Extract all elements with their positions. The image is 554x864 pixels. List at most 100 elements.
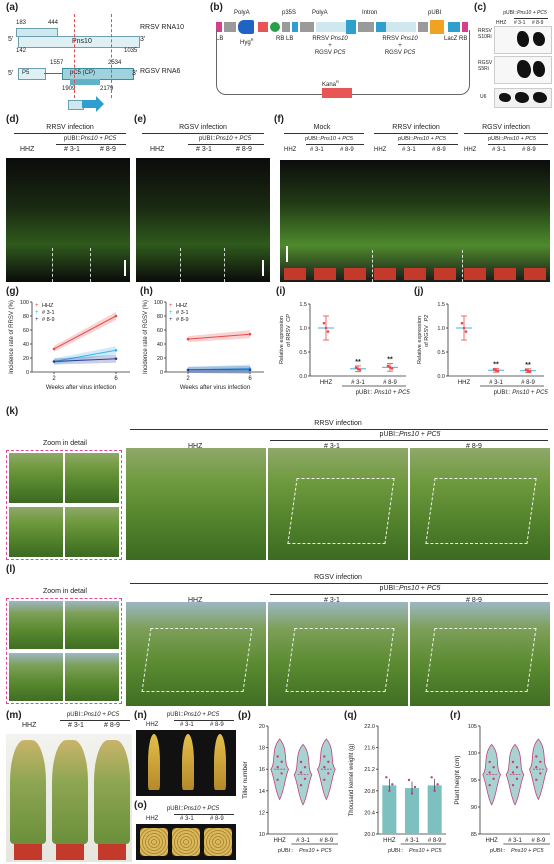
d-col-31: # 3-1	[64, 146, 80, 153]
m-col-hhz: HHZ	[22, 722, 37, 729]
chart-p-category-label: # 8-9	[319, 838, 333, 844]
pc5-label: pC5 (CP)	[70, 70, 96, 76]
chart-p-point	[327, 760, 330, 763]
chart-p-point	[276, 778, 279, 781]
plus-right: +	[398, 43, 402, 49]
k-photo-31	[268, 448, 408, 560]
chart-h-point	[186, 337, 190, 341]
k-zoom-photo-2	[65, 453, 119, 503]
c-row-u6: U6	[480, 94, 487, 100]
chart-g-legend-label-0: HHZ	[42, 303, 54, 309]
chart-i-point	[322, 321, 326, 325]
label-2179: 2179	[100, 86, 114, 92]
chart-j-ytick-label: 1.5	[437, 302, 445, 308]
scale-bar	[124, 260, 126, 276]
chart-r-point	[515, 777, 519, 781]
f-col-7: HHZ	[464, 147, 477, 153]
chart-h-xtick-label: 6	[248, 376, 252, 382]
c-row2a: RGSV	[478, 60, 493, 66]
chart-i-ytick-label: 1.5	[299, 302, 307, 308]
chart-q-category-label: # 3-1	[405, 838, 419, 844]
c-row-rrsv: RRSV S10Ri	[478, 28, 492, 40]
f-col-2: # 3-1	[310, 147, 324, 153]
c-row-rgsv: RGSV S5Ri	[478, 60, 492, 72]
chart-h-ytick-label: 20	[157, 356, 163, 362]
chart-h-ytick-label: 80	[157, 314, 163, 320]
chart-h-legend-marker-1: +	[169, 310, 173, 316]
arrow-icon	[96, 96, 104, 112]
chart-p-ytick-label: 10	[259, 832, 265, 838]
rgsv-left: RGSV	[314, 50, 332, 56]
k-construct-prefix: pUBI::	[379, 431, 399, 438]
d-construct-genes: Pns10 + PC5	[80, 136, 117, 142]
pns10-label: Pns10	[72, 38, 92, 45]
rrsv-right: RRSV	[382, 36, 399, 42]
chart-p-point	[299, 783, 303, 787]
panel-label-a: (a)	[6, 2, 19, 13]
pns10-left: Pns10	[330, 36, 348, 42]
chart-r-ytick-label: 85	[471, 832, 477, 838]
chart-g-series-line-0	[53, 315, 117, 350]
o-construct: pUBI::Pns10 + PC5	[150, 806, 236, 813]
chart-p-point	[276, 755, 279, 758]
photo-f-plants	[280, 160, 550, 282]
label-1557: 1557	[50, 60, 64, 66]
panel-label-c: (c)	[474, 2, 487, 13]
hyg-text: Hyg	[240, 40, 251, 46]
chart-q-bar	[404, 788, 420, 834]
rgsv-rna6-label: RGSV RNA6	[140, 68, 181, 75]
d-construct-prefix: pUBI::	[63, 136, 81, 142]
chart-r-point	[535, 778, 538, 781]
chart-g-ytick-label: 0	[26, 370, 29, 376]
chart-p-point	[299, 760, 303, 764]
chart-q-point	[430, 776, 433, 779]
chart-p-point	[280, 772, 283, 775]
l-zoom-photo-1	[9, 601, 63, 649]
chart-g-xlabel: Weeks after virus infection	[46, 385, 116, 391]
l-zoom-label: Zoom in detail	[43, 588, 87, 595]
chart-i-construct-genes: Pns10 + PC5	[374, 390, 410, 396]
pots-row	[284, 268, 546, 280]
polya2-label: PolyA	[312, 10, 328, 16]
chart-j-point	[526, 369, 530, 373]
chart-j-ylabel-c: P2	[424, 315, 430, 322]
o-col-31: # 3-1	[180, 816, 194, 822]
photo-d-rrsv-plants	[6, 158, 130, 282]
chart-p-ytick-label: 18	[259, 746, 265, 752]
f-col-9: # 8-9	[522, 147, 536, 153]
d-construct: pUBI::Pns10 + PC5	[50, 136, 130, 143]
k-zoom-photo-1	[9, 453, 63, 503]
m-header: pUBI::Pns10 + PC5 HHZ # 3-1 # 8-9	[8, 712, 132, 734]
chart-g-point	[114, 357, 118, 360]
chart-q-category-label: # 8-9	[428, 838, 442, 844]
chart-q-point	[385, 776, 388, 779]
chart-h-series-line-0	[187, 333, 251, 340]
chart-g-legend-marker-0: +	[35, 303, 39, 309]
c-col-89: # 8-9	[532, 20, 544, 26]
panel-label-k: (k)	[6, 406, 19, 417]
e-construct-genes: Pns10 + PC5	[215, 136, 252, 142]
chart-p-ytick-label: 14	[259, 789, 265, 795]
chart-i-ytick-label: 1.0	[299, 326, 307, 332]
chart-r-violin	[528, 738, 548, 801]
f-col-6: # 8-9	[432, 147, 446, 153]
k-construct: pUBI::Pns10 + PC5	[270, 431, 550, 439]
chart-p-ytick-label: 20	[259, 724, 265, 730]
k-zoom-label: Zoom in detail	[43, 440, 87, 447]
rrsv-left: RRSV	[312, 36, 329, 42]
chart-q-construct-prefix: pUBI::	[388, 848, 404, 854]
pns10-box	[18, 36, 140, 48]
k-infection-title: RRSV infection	[314, 420, 362, 427]
l-zoom-photo-2	[65, 601, 119, 649]
chart-q-thousand-kernel-weight: 20.0 20.4 20.8 21.2 21.6 22.0 HHZ # 3-1 # 8-9 pUB…	[349, 724, 446, 854]
chart-p-category-label: # 3-1	[296, 838, 310, 844]
pot	[98, 844, 126, 860]
f-col-5: # 3-1	[402, 147, 416, 153]
m-construct-genes: Pns10 + PC5	[83, 712, 120, 718]
o-seeds: pUBI::Pns10 + PC5 HHZ # 3-1 # 8-9	[136, 806, 236, 862]
chart-q-category-label: HHZ	[383, 838, 396, 844]
label-142: 142	[16, 48, 27, 54]
pns10-right: Pns10	[400, 36, 418, 42]
